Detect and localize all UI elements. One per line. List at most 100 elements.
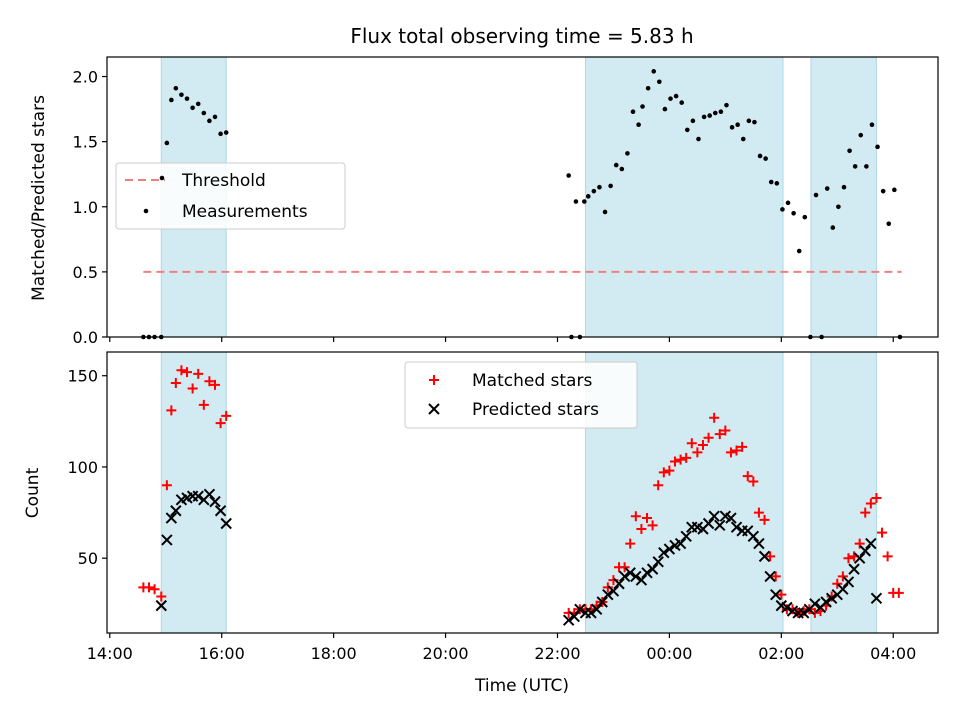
data-point	[825, 592, 838, 605]
data-point	[192, 490, 204, 502]
data-point	[195, 101, 201, 107]
data-point	[690, 118, 696, 124]
data-point	[658, 467, 669, 478]
data-point	[802, 214, 808, 220]
data-point	[865, 537, 877, 550]
data-point	[740, 136, 746, 142]
data-point	[680, 530, 692, 542]
data-point	[731, 445, 742, 456]
data-point	[215, 418, 226, 429]
series-measurements	[141, 69, 903, 340]
data-point	[753, 507, 764, 518]
data-point	[630, 570, 642, 583]
data-point	[642, 513, 653, 524]
x-tick-label: 02:00	[758, 644, 804, 663]
data-point	[166, 405, 177, 416]
legend-matched-label: Matched stars	[472, 371, 592, 391]
data-point	[720, 425, 731, 436]
data-point	[164, 140, 170, 146]
data-point	[730, 521, 743, 533]
data-point	[663, 543, 676, 555]
data-point	[854, 538, 865, 549]
data-point	[780, 207, 785, 212]
y-tick-label: 50	[78, 549, 98, 568]
data-point	[602, 588, 614, 601]
data-point	[156, 591, 167, 602]
data-point	[748, 476, 759, 487]
data-point	[662, 106, 668, 112]
data-point	[574, 603, 586, 615]
data-point	[646, 563, 659, 575]
legend-measurements-marker	[143, 208, 149, 214]
data-point	[830, 225, 836, 230]
data-point	[824, 186, 830, 191]
data-point	[675, 454, 686, 465]
data-point	[214, 505, 227, 517]
data-point	[797, 607, 810, 619]
x-tick-label: 22:00	[534, 644, 580, 663]
data-point	[759, 514, 770, 525]
data-point	[692, 447, 703, 458]
data-point	[836, 204, 841, 210]
data-point	[752, 119, 757, 125]
data-point	[791, 210, 796, 216]
data-point	[212, 114, 218, 120]
data-point	[737, 441, 748, 452]
data-point	[708, 510, 720, 522]
data-point	[221, 410, 232, 421]
data-point	[886, 221, 892, 226]
data-point	[860, 507, 871, 518]
data-point	[613, 162, 619, 168]
series-matched-stars	[138, 365, 904, 618]
data-point	[859, 545, 871, 557]
data-point	[753, 537, 765, 550]
series-predicted-stars	[155, 488, 883, 626]
data-point	[220, 517, 232, 530]
data-point	[813, 192, 819, 198]
top-y-axis-label: Matched/Predicted stars	[29, 95, 49, 301]
legend-matched-marker	[429, 375, 439, 385]
data-point	[170, 378, 181, 389]
y-tick-label: 1.5	[73, 133, 98, 152]
x-tick-label: 18:00	[311, 644, 357, 663]
data-point	[758, 550, 771, 563]
x-tick-label: 00:00	[646, 644, 692, 663]
data-point	[143, 582, 154, 593]
data-point	[562, 614, 575, 626]
data-point	[573, 199, 579, 204]
data-point	[596, 596, 608, 608]
data-point	[880, 188, 886, 194]
data-point	[709, 412, 720, 423]
data-point	[724, 102, 729, 108]
data-point	[820, 596, 832, 608]
data-point	[207, 118, 212, 124]
data-point	[641, 567, 653, 579]
data-point	[585, 607, 597, 619]
data-point	[218, 131, 223, 137]
data-point	[796, 248, 802, 254]
data-point	[161, 534, 173, 546]
data-point	[729, 125, 735, 130]
data-point	[764, 570, 776, 583]
data-point	[149, 584, 160, 595]
data-point	[652, 556, 664, 568]
x-axis-label: Time (UTC)	[474, 676, 569, 696]
data-point	[735, 122, 740, 128]
data-point	[201, 110, 207, 116]
top-legend: Threshold Measurements	[115, 162, 346, 230]
data-point	[679, 100, 685, 105]
data-point	[718, 109, 724, 114]
data-point	[847, 148, 852, 154]
data-point	[169, 97, 174, 103]
legend-threshold-dot	[159, 175, 165, 181]
data-point	[832, 578, 843, 589]
x-tick-label: 16:00	[199, 644, 245, 663]
data-point	[869, 122, 875, 128]
y-tick-label: 2.0	[73, 68, 98, 87]
x-tick-label: 14:00	[87, 644, 133, 663]
data-point	[630, 511, 641, 522]
data-point	[877, 527, 888, 538]
data-point	[763, 156, 768, 161]
data-point	[841, 184, 847, 190]
